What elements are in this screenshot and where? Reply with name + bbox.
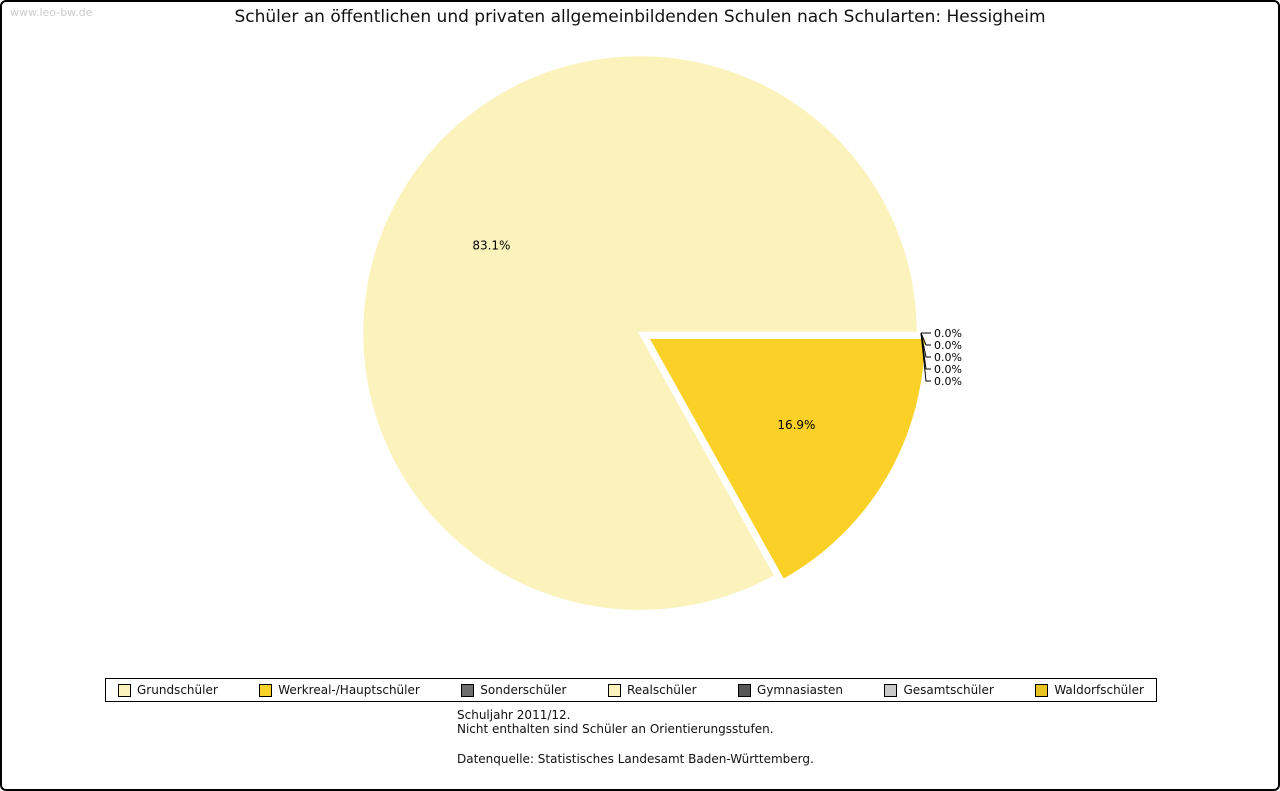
legend-label-werkreal-hauptschueler: Werkreal-/Hauptschüler [278,683,420,697]
pie-chart: 83.1%16.9%0.0%0.0%0.0%0.0%0.0% [360,53,962,613]
legend-item-waldorfschueler: Waldorfschüler [1035,683,1144,697]
watermark: www.leo-bw.de [10,6,93,19]
legend-item-sonderschueler: Sonderschüler [461,683,567,697]
legend-swatch-werkreal-hauptschueler [259,683,273,697]
pie-label-grundschueler: 83.1% [472,239,510,253]
leader-line-waldorfschueler [920,332,931,382]
chart-title: Schüler an öffentlichen und privaten all… [234,7,1046,27]
pie-label-sonderschueler: 0.0% [934,327,962,340]
pie-label-waldorfschueler: 0.0% [934,375,962,388]
pie-label-realschueler: 0.0% [934,339,962,352]
legend-swatch-sonderschueler [461,683,475,697]
legend: Grundschüler Werkreal-/Hauptschüler Sonder… [105,678,1157,702]
legend-item-grundschueler: Grundschüler [118,683,218,697]
leader-line-realschueler [920,332,931,346]
legend-swatch-realschueler [607,683,621,697]
legend-item-gymnasiasten: Gymnasiasten [738,683,843,697]
legend-item-werkreal-hauptschueler: Werkreal-/Hauptschüler [259,683,420,697]
legend-label-gymnasiasten: Gymnasiasten [757,683,843,697]
legend-label-waldorfschueler: Waldorfschüler [1054,683,1144,697]
pie-label-werkreal-hauptschueler: 16.9% [777,418,815,432]
legend-item-gesamtschueler: Gesamtschüler [884,683,994,697]
legend-item-realschueler: Realschüler [607,683,697,697]
legend-swatch-gesamtschueler [884,683,898,697]
legend-swatch-grundschueler [118,683,131,697]
legend-swatch-gymnasiasten [738,683,752,697]
footnotes: Schuljahr 2011/12. Nicht enthalten sind … [457,708,814,766]
pie-slice-grundschueler [360,53,920,613]
legend-swatch-waldorfschueler [1035,683,1049,697]
footnote-line1: Schuljahr 2011/12. [457,708,571,722]
legend-label-realschueler: Realschüler [626,683,697,697]
legend-label-gesamtschueler: Gesamtschüler [903,683,994,697]
leader-line-gymnasiasten [920,332,931,358]
legend-label-sonderschueler: Sonderschüler [480,683,567,697]
pie-slice-werkreal-hauptschueler [645,336,928,583]
pie-label-gymnasiasten: 0.0% [934,351,962,364]
footnote-line2: Nicht enthalten sind Schüler an Orientie… [457,722,774,736]
legend-label-grundschueler: Grundschüler [137,683,218,697]
footnote-source: Datenquelle: Statistisches Landesamt Bad… [457,752,814,766]
pie-label-gesamtschueler: 0.0% [934,363,962,376]
